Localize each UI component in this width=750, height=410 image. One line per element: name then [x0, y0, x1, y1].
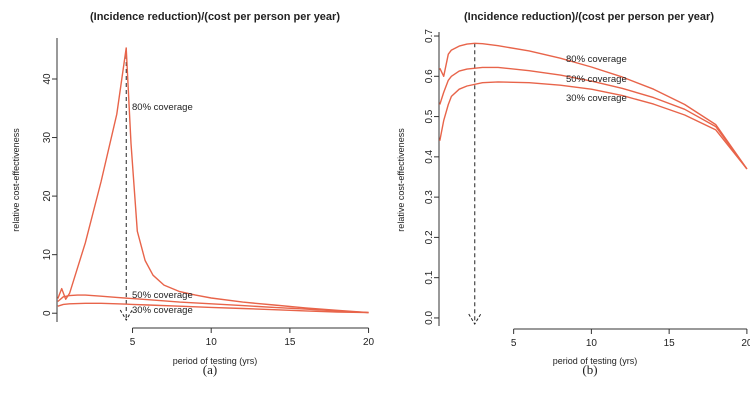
optimum-arrowhead: [468, 313, 482, 325]
chart-title-a: (Incidence reduction)/(cost per person p…: [90, 11, 340, 23]
y-tick-label: 0.1: [424, 270, 435, 284]
x-axis-label-b: period of testing (yrs): [553, 356, 638, 366]
y-tick-label: 0.2: [424, 230, 435, 244]
series-label-b-80: 80% coverage: [566, 54, 627, 65]
x-tick-label: 5: [511, 338, 517, 349]
y-tick-label: 10: [42, 249, 53, 261]
y-tick-label: 40: [42, 73, 53, 85]
y-tick-label: 30: [42, 132, 53, 144]
series-line-50-coverage: [57, 294, 369, 314]
series-group-a: [57, 47, 369, 314]
y-tick-label: 0.7: [424, 29, 435, 43]
x-tick-label: 5: [130, 337, 136, 348]
chart-title-b: (Incidence reduction)/(cost per person p…: [464, 11, 714, 23]
series-label-a-50: 50% coverage: [132, 290, 193, 301]
marker-group-b: [468, 43, 482, 325]
x-tick-label: 10: [206, 337, 218, 348]
series-line-50-coverage: [439, 66, 748, 170]
x-tick-label: 20: [363, 337, 375, 348]
optimum-arrowhead: [119, 309, 133, 321]
y-axis-label-b: relative cost-effectiveness: [396, 128, 406, 232]
x-tick-label: 15: [664, 338, 676, 349]
y-tick-label: 0: [42, 310, 53, 316]
y-tick-label: 0.6: [424, 69, 435, 83]
series-line-30-coverage: [439, 81, 748, 170]
y-tick-label: 0.5: [424, 109, 435, 123]
series-group-b: [439, 42, 748, 170]
y-tick-label: 0.0: [424, 311, 435, 325]
y-tick-label: 0.4: [424, 149, 435, 163]
tick-group-b: 0.0 0.1 0.2 0.3 0.4 0.5 0.6 0.7 5 10 15 20: [424, 29, 750, 349]
series-label-a-30: 30% coverage: [132, 305, 193, 316]
caption-a: (a): [203, 362, 217, 377]
x-tick-label: 20: [741, 338, 750, 349]
series-label-a-80: 80% coverage: [132, 102, 193, 113]
series-line-80-coverage: [57, 47, 369, 314]
series-line-30-coverage: [57, 302, 369, 314]
y-tick-label: 20: [42, 190, 53, 202]
series-label-b-50: 50% coverage: [566, 74, 627, 85]
x-tick-label: 15: [284, 337, 296, 348]
y-tick-label: 0.3: [424, 190, 435, 204]
tick-group-a: 0 10 20 30 40 5 10 15 20: [42, 73, 375, 348]
series-label-b-30: 30% coverage: [566, 93, 627, 104]
series-line-80-coverage: [439, 42, 748, 170]
x-axis-label-a: period of testing (yrs): [173, 356, 258, 366]
chart-panel-b: (Incidence reduction)/(cost per person p…: [396, 11, 750, 377]
y-axis-label-a: relative cost-effectiveness: [11, 128, 21, 232]
x-tick-label: 10: [586, 338, 598, 349]
chart-panel-a: (Incidence reduction)/(cost per person p…: [11, 11, 375, 377]
caption-b: (b): [582, 362, 597, 377]
marker-group-a: [119, 47, 133, 321]
